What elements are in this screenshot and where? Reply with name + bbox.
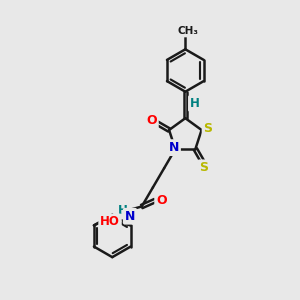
- Text: H: H: [118, 204, 128, 218]
- Text: N: N: [169, 141, 179, 154]
- Text: CH₃: CH₃: [177, 26, 198, 36]
- Text: N: N: [125, 210, 135, 223]
- Text: HO: HO: [100, 215, 120, 228]
- Text: O: O: [146, 114, 157, 127]
- Text: O: O: [156, 194, 167, 206]
- Text: S: S: [200, 161, 208, 174]
- Text: H: H: [190, 97, 200, 110]
- Text: S: S: [204, 122, 213, 135]
